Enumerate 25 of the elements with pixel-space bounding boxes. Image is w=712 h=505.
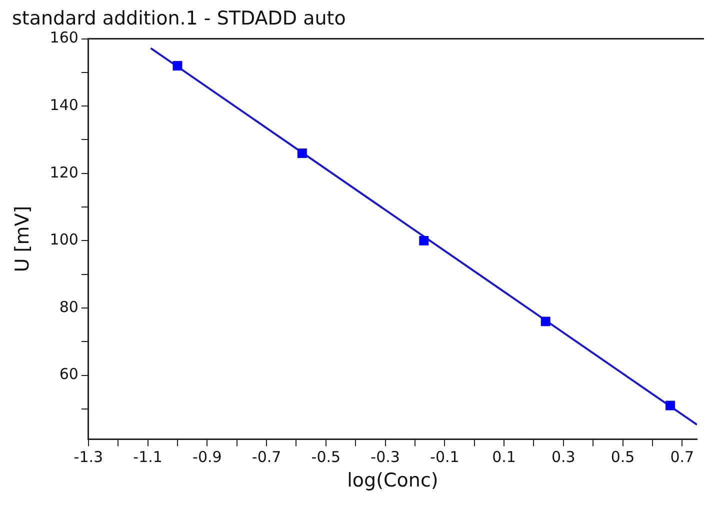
x-tick-label: -0.5 xyxy=(311,448,341,466)
chart-title: standard addition.1 - STDADD auto xyxy=(12,7,346,30)
x-tick-label: 0.5 xyxy=(610,448,635,466)
point xyxy=(172,60,182,70)
x-axis-title: log(Conc) xyxy=(347,470,438,492)
y-tick-label: 100 xyxy=(50,230,78,249)
x-tick-label: -0.1 xyxy=(430,448,460,466)
y-tick-label: 160 xyxy=(50,28,78,47)
x-tick-label: 0.7 xyxy=(670,448,694,466)
x-tick-label: -1.1 xyxy=(133,448,162,466)
point xyxy=(297,148,307,158)
x-tick-label: 0.3 xyxy=(551,448,576,466)
x-tick-label: 0.1 xyxy=(492,448,516,466)
y-tick-label: 120 xyxy=(50,163,78,182)
point xyxy=(666,400,676,410)
x-tick-label: -1.3 xyxy=(74,448,104,466)
y-tick-label: 80 xyxy=(59,298,78,316)
x-tick-label: -0.3 xyxy=(370,448,400,466)
y-tick-label: 140 xyxy=(50,96,78,114)
y-tick-label: 60 xyxy=(59,365,78,384)
point xyxy=(419,236,429,246)
point xyxy=(540,316,550,326)
x-tick-label: -0.9 xyxy=(192,448,222,466)
y-axis-title: U [mV] xyxy=(11,206,34,272)
x-tick-label: -0.7 xyxy=(252,448,282,466)
